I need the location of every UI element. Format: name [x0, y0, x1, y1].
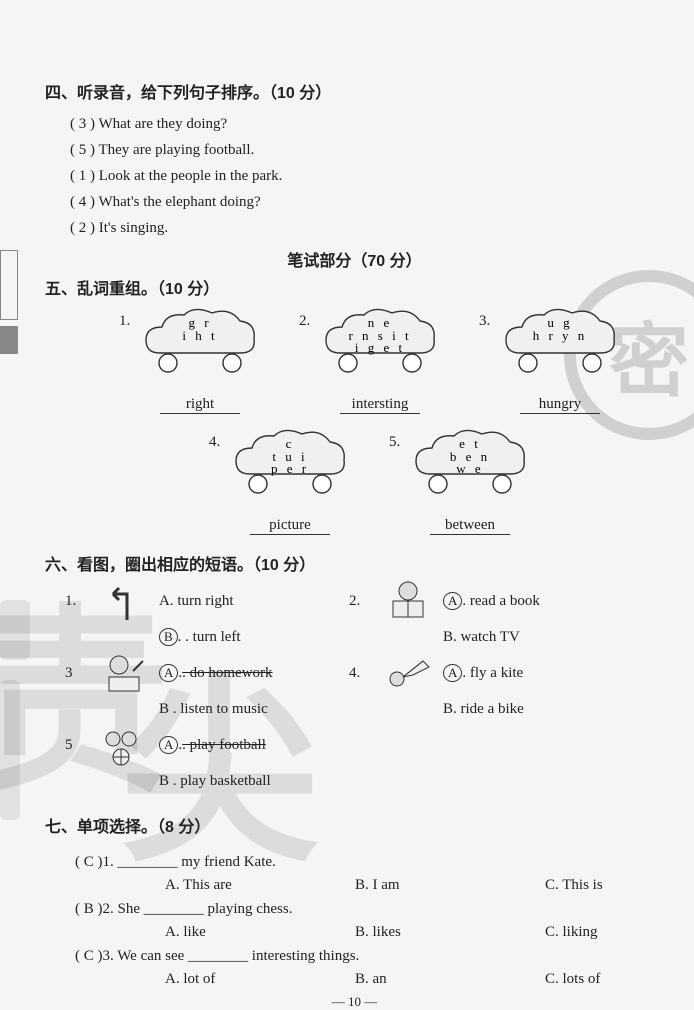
page-number: — 10 — — [45, 994, 664, 1010]
q7-opt-c: C. lots of — [545, 971, 600, 988]
q7-options: A. likeB. likesC. liking — [165, 924, 664, 941]
cloud-item: 5. e t b e n w e between — [405, 428, 535, 535]
q6-option: A. fly a kite — [443, 664, 633, 682]
q6-icon — [89, 651, 159, 695]
section4-item: ( 5 ) They are playing football. — [70, 137, 664, 163]
q6-icon — [373, 579, 443, 623]
cloud-item: 3. u g h r y n hungry — [495, 307, 625, 414]
q6-option: A.. do homework — [159, 664, 349, 682]
section4-item: ( 3 ) What are they doing? — [70, 111, 664, 137]
cloud-answer: between — [430, 517, 510, 535]
circled-option: A — [443, 592, 462, 610]
q6-option: A. turn right — [159, 593, 349, 610]
section4-title: 四、听录音，给下列句子排序。（10 分） — [45, 79, 664, 103]
svg-text:i g e t: i g e t — [355, 340, 405, 355]
cloud-item: 1. g r i h t right — [135, 307, 265, 414]
section6-title: 六、看图，圈出相应的短语。（10 分） — [45, 551, 664, 575]
q6-option: B. ride a bike — [443, 701, 633, 718]
section6-grid: 1. A. turn right 2. A. read a book B. . … — [65, 583, 664, 799]
section5-title: 五、乱词重组。（10 分） — [45, 275, 664, 299]
circled-option: A — [159, 664, 178, 682]
circled-option: B — [159, 628, 178, 646]
q7-options: A. lot ofB. anC. lots of — [165, 971, 664, 988]
cloud-number: 1. — [119, 313, 130, 330]
cloud-row-1: 1. g r i h t right 2. n e r n s i t i g e… — [135, 307, 664, 414]
q6-row: 5 A.. play football — [65, 727, 664, 763]
q6-num: 2. — [349, 593, 373, 610]
cloud-number: 2. — [299, 313, 310, 330]
cloud-answer: intersting — [340, 396, 420, 414]
q6-num: 5 — [65, 737, 89, 754]
q6-option: B. watch TV — [443, 629, 633, 646]
q6-row: B . listen to music B. ride a bike — [65, 691, 664, 727]
q6-option: B . play basketball — [159, 773, 349, 790]
q6-row: 3 A.. do homework 4. A. fly a kite — [65, 655, 664, 691]
q6-icon — [89, 723, 159, 767]
cloud-item: 2. n e r n s i t i g e t intersting — [315, 307, 445, 414]
q6-num: 3 — [65, 665, 89, 682]
svg-text:w e: w e — [456, 461, 483, 476]
cloud-answer: right — [160, 396, 240, 414]
section4-item: ( 2 ) It's singing. — [70, 215, 664, 241]
section4-list: ( 3 ) What are they doing?( 5 ) They are… — [70, 111, 664, 241]
q7-opt-c: C. liking — [545, 924, 598, 941]
cloud-row-2: 4. c t u i p e r picture 5. e t b e n w e… — [225, 428, 664, 535]
written-part-title: 笔试部分（70 分） — [45, 247, 664, 271]
q6-num: 4. — [349, 665, 373, 682]
q7-opt-a: A. lot of — [165, 971, 355, 988]
q7-opt-a: A. This are — [165, 877, 355, 894]
q7-opt-a: A. like — [165, 924, 355, 941]
q7-opt-c: C. This is — [545, 877, 603, 894]
section4-item: ( 4 ) What's the elephant doing? — [70, 189, 664, 215]
cloud-number: 3. — [479, 313, 490, 330]
circled-option: A — [443, 664, 462, 682]
cloud-item: 4. c t u i p e r picture — [225, 428, 355, 535]
section7-title: 七、单项选择。（8 分） — [45, 813, 664, 837]
q7-stem: ( B )2. She ________ playing chess. — [75, 894, 664, 924]
q7-opt-b: B. likes — [355, 924, 545, 941]
q6-option: A.. play football — [159, 736, 349, 754]
q7-options: A. This areB. I amC. This is — [165, 877, 664, 894]
svg-text:h r y n: h r y n — [533, 328, 588, 343]
section4-item: ( 1 ) Look at the people in the park. — [70, 163, 664, 189]
q6-icon — [89, 576, 159, 626]
section7-block: ( C )1. ________ my friend Kate.A. This … — [75, 847, 664, 988]
cloud-answer: picture — [250, 517, 330, 535]
cloud-number: 4. — [209, 434, 220, 451]
q6-row: B . play basketball — [65, 763, 664, 799]
q6-option: B . listen to music — [159, 701, 349, 718]
q6-row: 1. A. turn right 2. A. read a book — [65, 583, 664, 619]
q6-option: B. . turn left — [159, 628, 349, 646]
q7-opt-b: B. I am — [355, 877, 545, 894]
q6-icon — [373, 651, 443, 695]
cloud-number: 5. — [389, 434, 400, 451]
q6-num: 1. — [65, 593, 89, 610]
svg-text:p e r: p e r — [271, 461, 309, 476]
q7-stem: ( C )1. ________ my friend Kate. — [75, 847, 664, 877]
q7-stem: ( C )3. We can see ________ interesting … — [75, 941, 664, 971]
q7-opt-b: B. an — [355, 971, 545, 988]
circled-option: A — [159, 736, 178, 754]
cloud-answer: hungry — [520, 396, 600, 414]
svg-text:i h t: i h t — [182, 328, 217, 343]
q6-option: A. read a book — [443, 592, 633, 610]
